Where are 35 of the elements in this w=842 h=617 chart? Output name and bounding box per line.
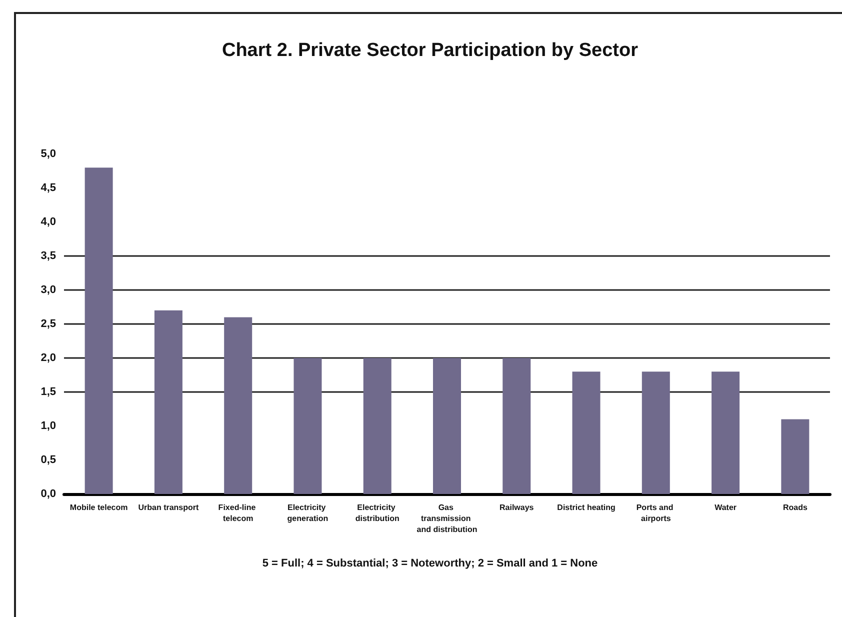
bar xyxy=(224,317,252,494)
x-tick-label: Urban transport xyxy=(138,503,200,512)
bar xyxy=(433,358,461,494)
x-tick-label: Fixed-line telecom xyxy=(218,503,258,523)
bar xyxy=(363,358,392,494)
bar xyxy=(154,310,182,494)
y-tick-label: 4,5 xyxy=(40,182,56,194)
bar xyxy=(294,358,322,494)
y-tick-label: 1,0 xyxy=(40,420,56,432)
x-tick-label: Electricity distribution xyxy=(355,503,400,523)
y-tick-label: 0,0 xyxy=(40,488,56,500)
y-tick-label: 2,5 xyxy=(40,318,56,330)
y-tick-label: 4,0 xyxy=(40,216,56,228)
y-tick-label: 3,5 xyxy=(40,250,56,262)
y-tick-label: 2,0 xyxy=(40,352,56,364)
bar xyxy=(712,372,740,494)
x-tick-label: Mobile telecom xyxy=(70,503,128,512)
x-tick-label: Ports and airports xyxy=(636,503,676,523)
bar xyxy=(781,419,810,494)
text: 5 = Full; 4 = Substantial; 3 = Noteworthy; 2 = Small and 1 = None xyxy=(262,558,598,570)
y-tick-label: 1,5 xyxy=(40,386,56,398)
y-tick-label: 5,0 xyxy=(40,148,56,160)
x-tick-label: Railways xyxy=(500,503,534,512)
x-tick-label: Gas transmission and distribution xyxy=(416,503,478,534)
bar xyxy=(84,168,113,494)
x-tick-label: Water xyxy=(714,503,737,512)
bar xyxy=(502,358,531,494)
bar xyxy=(642,372,670,494)
y-tick-label: 0,5 xyxy=(40,454,56,466)
bar xyxy=(572,372,600,494)
x-tick-label: Roads xyxy=(782,503,808,512)
x-tick-label: Electricity generation xyxy=(287,503,328,523)
y-tick-label: 3,0 xyxy=(40,284,56,296)
chart-title: Chart 2. Private Sector Participation by Sector xyxy=(222,40,639,61)
x-tick-label: District heating xyxy=(557,503,616,512)
